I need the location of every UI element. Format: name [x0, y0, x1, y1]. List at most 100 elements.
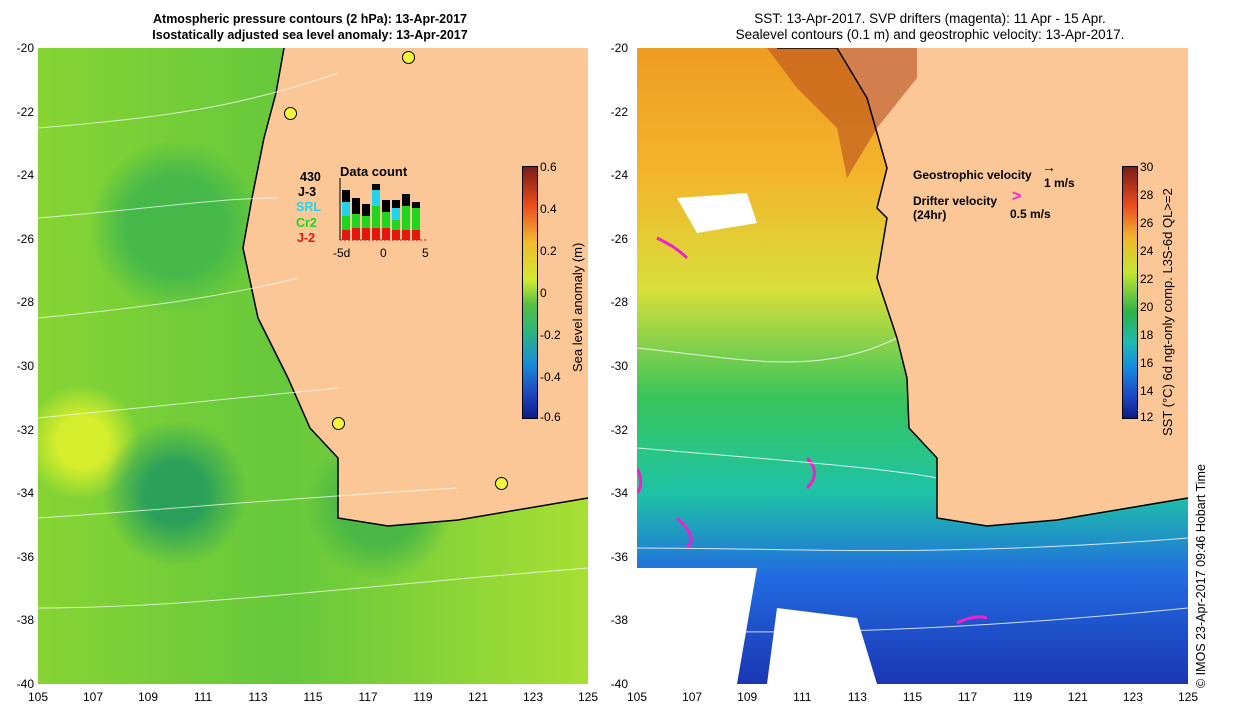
warm-sst-region [767, 48, 917, 178]
mission-label-j2: J-2 [297, 231, 316, 245]
mission-label-cr2: Cr2 [296, 216, 317, 230]
sla-colorbar-tick: -0.2 [540, 328, 561, 342]
right-panel-title: SST: 13-Apr-2017. SVP drifters (magenta)… [660, 11, 1200, 43]
y-tick-label: -20 [16, 41, 34, 55]
y-tick-label: -40 [610, 677, 628, 691]
x-tick-label: 121 [467, 690, 489, 704]
left-title-line1: Atmospheric pressure contours (2 hPa): 1… [153, 12, 467, 26]
y-tick-label: -34 [610, 486, 628, 501]
geostrophic-velocity-label: Geostrophic velocity [913, 168, 1032, 182]
y-tick-label: -24 [16, 168, 34, 183]
sla-colorbar-tick: 0.2 [540, 244, 557, 258]
drifter-tracks [637, 236, 988, 625]
tide-gauge-marker [402, 51, 415, 64]
left-panel-title: Atmospheric pressure contours (2 hPa): 1… [100, 11, 520, 43]
velocity-arrow-icon: → [1042, 159, 1056, 175]
australia-land [243, 48, 588, 526]
pressure-contours [38, 72, 588, 609]
y-tick-label: -22 [610, 104, 628, 119]
y-tick-label: -20 [610, 41, 628, 55]
x-tick-label: 105 [27, 690, 49, 704]
right-title-line1: SST: 13-Apr-2017. SVP drifters (magenta)… [754, 11, 1106, 26]
sea-level-anomaly-map [38, 48, 588, 684]
x-tick-label: 121 [1067, 690, 1088, 704]
x-tick-label: 105 [626, 690, 648, 704]
x-tick-label: 123 [1122, 690, 1143, 704]
y-tick-label: -38 [16, 613, 34, 628]
x-tick-label: 123 [522, 690, 544, 704]
sla-colorbar-tick: 0.4 [540, 202, 557, 216]
histogram-tick: 5 [422, 246, 429, 260]
sst-colorbar-tick: 12 [1140, 410, 1154, 424]
x-tick-label: 107 [82, 690, 104, 704]
y-tick-label: -26 [16, 231, 34, 246]
cloud-mask [637, 193, 877, 684]
sla-colorbar-tick: -0.6 [540, 410, 561, 424]
x-tick-label: 119 [413, 690, 433, 704]
y-tick-label: -32 [610, 422, 628, 437]
sst-colorbar-tick: 22 [1140, 272, 1154, 286]
x-tick-label: 111 [793, 690, 812, 704]
x-tick-label: 125 [1177, 690, 1199, 704]
left-map-overlay [38, 48, 588, 609]
data-count-title: Data count [340, 164, 408, 179]
x-tick-label: 115 [303, 690, 323, 704]
sea-level-colorbar [522, 166, 538, 419]
sla-colorbar-tick: -0.4 [540, 370, 561, 384]
x-tick-label: 111 [193, 690, 213, 704]
imos-credit: © IMOS 23-Apr-2017 09:46 Hobart Time [1194, 464, 1208, 688]
sla-colorbar-tick: 0.6 [540, 160, 557, 174]
sst-map [637, 48, 1188, 684]
drifter-velocity-label: Drifter velocity [913, 194, 998, 208]
x-tick-label: 125 [577, 690, 599, 704]
histogram-tick: -5d [333, 246, 351, 260]
australia-land [777, 48, 1188, 526]
geostrophic-velocity-scale: 1 m/s [1044, 176, 1075, 190]
data-count-histogram [339, 178, 428, 241]
x-tick-label: 117 [358, 690, 378, 704]
histogram-tick: 0 [380, 246, 387, 260]
x-tick-label: 115 [902, 690, 923, 704]
coastline [777, 48, 1188, 527]
sst-colorbar-tick: 24 [1140, 244, 1154, 258]
y-tick-label: -36 [610, 549, 628, 564]
y-tick-label: -36 [16, 549, 34, 564]
mission-label-j3: J-3 [298, 185, 317, 199]
y-tick-label: -38 [610, 613, 628, 628]
y-tick-label: -32 [16, 422, 34, 437]
tide-gauge-marker [284, 107, 297, 120]
tide-gauge-marker [495, 477, 508, 490]
sealevel-contours [637, 337, 1188, 633]
sla-colorbar-tick: 0 [540, 286, 547, 300]
x-tick-label: 117 [958, 690, 978, 704]
y-tick-label: -24 [610, 168, 628, 183]
x-tick-label: 113 [847, 690, 867, 704]
drifter-velocity-scale: 0.5 m/s [1010, 207, 1051, 221]
mission-label-srl: SRL [296, 200, 321, 214]
y-tick-label: -26 [610, 231, 628, 246]
x-tick-label: 113 [248, 690, 268, 704]
sst-colorbar-tick: 28 [1140, 188, 1154, 202]
y-tick-label: -30 [16, 359, 34, 373]
data-count-total: 430 [300, 170, 321, 184]
y-tick-label: -40 [16, 677, 34, 691]
right-map-overlay [637, 48, 1188, 684]
sla-colorbar-label: Sea level anomaly (m) [570, 242, 585, 372]
y-tick-label: -22 [16, 104, 34, 119]
sst-colorbar-tick: 16 [1140, 356, 1154, 370]
sst-colorbar-tick: 20 [1140, 300, 1154, 314]
y-tick-label: -34 [16, 486, 34, 501]
sst-colorbar-tick: 14 [1140, 384, 1154, 398]
x-tick-label: 107 [682, 690, 703, 704]
sst-colorbar-tick: 30 [1140, 160, 1154, 174]
tide-gauge-marker [332, 417, 345, 430]
x-tick-label: 119 [1013, 690, 1033, 704]
y-tick-label: -28 [16, 295, 34, 310]
drifter-velocity-interval: (24hr) [913, 208, 947, 222]
y-tick-label: -30 [610, 359, 628, 373]
coastline [242, 48, 588, 527]
y-tick-label: -28 [610, 295, 628, 310]
drifter-arrow-icon: > [1012, 188, 1022, 205]
left-title-line2: Isostatically adjusted sea level anomaly… [152, 28, 468, 42]
x-tick-label: 109 [137, 690, 159, 704]
